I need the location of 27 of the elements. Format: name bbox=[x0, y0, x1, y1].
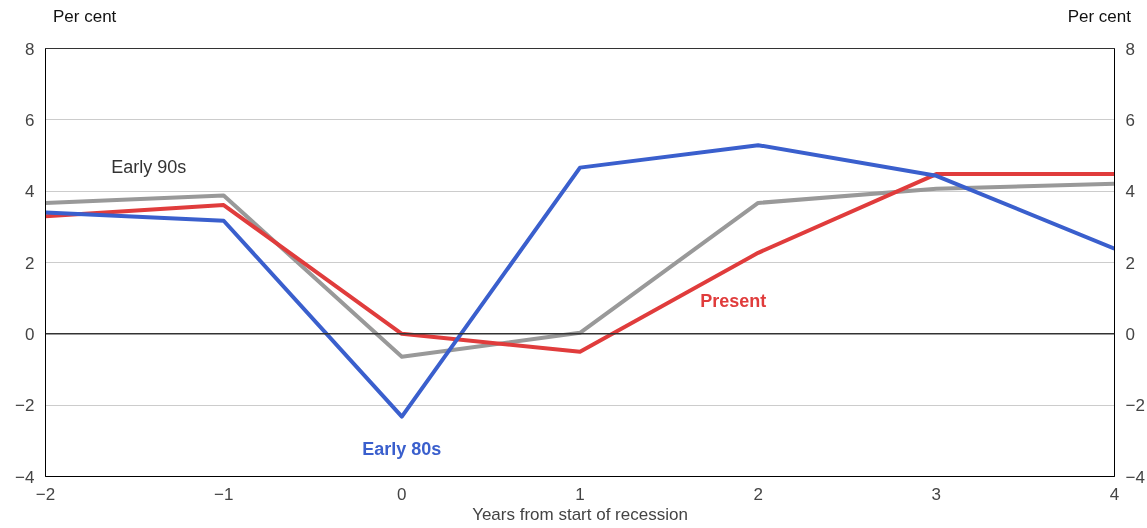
series-label: Early 80s bbox=[362, 438, 442, 459]
x-tick-label: 4 bbox=[1109, 484, 1120, 504]
x-axis-title: Years from start of recession bbox=[472, 504, 688, 524]
y2-tick-label: −2 bbox=[1125, 396, 1145, 416]
y2-tick-label: 0 bbox=[1125, 324, 1135, 344]
y-tick-label: 8 bbox=[25, 39, 35, 59]
y-tick-label: 6 bbox=[25, 110, 35, 130]
x-tick-label: 1 bbox=[575, 484, 585, 504]
y2-tick-label: 4 bbox=[1125, 182, 1135, 202]
series-label: Early 90s bbox=[111, 157, 187, 178]
series-label: Present bbox=[700, 290, 767, 311]
x-tick-label: 3 bbox=[931, 484, 942, 504]
y2-tick-label: −4 bbox=[1125, 467, 1145, 487]
y-tick-label: 0 bbox=[25, 324, 35, 344]
x-tick-label: −1 bbox=[213, 484, 234, 504]
line-series bbox=[45, 143, 1115, 419]
x-tick-label: 2 bbox=[753, 484, 763, 504]
y2-axis-title: Per cent bbox=[1067, 6, 1131, 28]
y-tick-label: −4 bbox=[15, 467, 35, 487]
y-axis-title: Per cent bbox=[53, 6, 117, 28]
y-tick-label: 2 bbox=[25, 253, 35, 273]
y-tick-label: 4 bbox=[25, 182, 35, 202]
y2-tick-label: 6 bbox=[1125, 110, 1135, 130]
y2-tick-label: 8 bbox=[1125, 39, 1135, 59]
x-tick-label: 0 bbox=[397, 484, 407, 504]
y2-tick-label: 2 bbox=[1125, 253, 1135, 273]
y-tick-label: −2 bbox=[15, 396, 35, 416]
